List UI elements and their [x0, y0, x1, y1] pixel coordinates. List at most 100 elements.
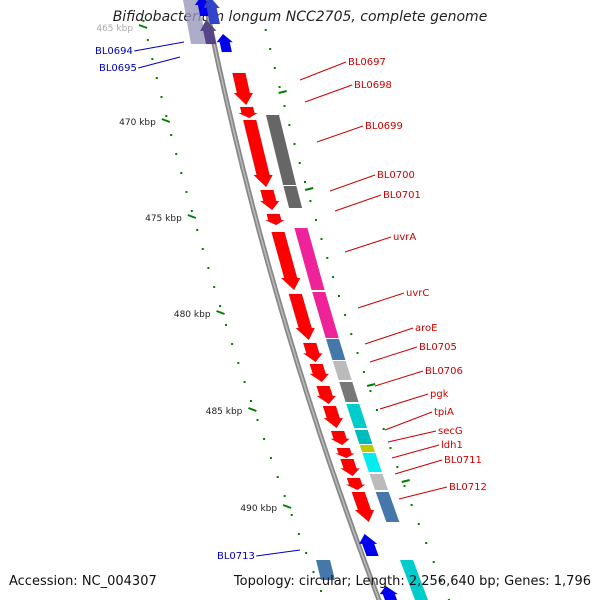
gene-labels: BL0694 BL0695 BL0697 BL0698 BL0699 BL0700 BL07… — [95, 41, 487, 562]
cog-bar — [326, 339, 346, 360]
forward-gene-arrow — [238, 106, 259, 119]
forward-gene-arrow — [322, 405, 344, 429]
guide-dot-right — [298, 162, 301, 164]
guide-dot-right — [410, 504, 413, 506]
cog-bar — [354, 430, 373, 444]
guide-dot-right — [288, 124, 291, 126]
guide-dot-left — [305, 552, 308, 554]
guide-dot-right — [356, 352, 359, 354]
guide-dot-left — [185, 191, 188, 193]
label-leader-line — [357, 292, 405, 309]
gene-label-aroe: aroE — [415, 323, 437, 334]
cog-bar — [375, 492, 400, 522]
ruler-tick-right — [304, 187, 314, 191]
forward-gene-arrow — [335, 447, 356, 459]
label-leader-line — [384, 411, 433, 431]
gene-label-uvrc: uvrC — [406, 288, 429, 299]
guide-dot-left — [320, 590, 322, 592]
guide-dot-left — [180, 172, 183, 174]
gene-label-bl0695: BL0695 — [99, 63, 137, 74]
guide-dot-right — [264, 29, 267, 31]
guide-dot-left — [196, 229, 199, 231]
gene-label-secg: secG — [438, 426, 463, 437]
guide-dot-right — [362, 371, 365, 373]
gene-label-bl0713: BL0713 — [217, 551, 255, 562]
guide-dot-right — [326, 257, 329, 259]
guide-dot-left — [213, 286, 216, 288]
guide-dot-left — [237, 362, 240, 364]
guide-dot-right — [278, 86, 281, 88]
label-leader-line — [379, 393, 429, 410]
guide-dot-left — [231, 343, 234, 345]
cog-bar — [339, 382, 359, 402]
forward-gene-arrow — [315, 385, 337, 405]
guide-dot-right — [309, 200, 312, 202]
label-leader-line — [138, 56, 181, 69]
guide-dot-left — [256, 419, 259, 421]
ruler-label: 470 kbp — [119, 118, 156, 128]
dotted-guide-lines — [142, 20, 450, 600]
guide-dot-right — [382, 428, 385, 430]
ruler-tick — [216, 310, 225, 315]
guide-dot-right — [403, 485, 406, 487]
gene-arrows — [194, 0, 399, 600]
guide-dot-left — [225, 324, 227, 326]
label-leader-line — [344, 236, 392, 253]
gene-label-bl0701: BL0701 — [383, 190, 421, 201]
guide-dot-left — [276, 476, 279, 478]
forward-gene-arrow — [288, 293, 316, 341]
gene-label-bl0700: BL0700 — [377, 170, 415, 181]
guide-dot-left — [207, 267, 210, 269]
guide-dot-left — [142, 20, 145, 22]
label-leader-line — [316, 125, 364, 143]
guide-dot-right — [396, 466, 399, 468]
label-leader-line — [304, 84, 353, 103]
guide-dot-right — [293, 143, 296, 145]
label-leader-line — [394, 459, 443, 475]
guide-dot-left — [165, 115, 168, 117]
reverse-gene-arrow — [199, 19, 217, 45]
forward-gene-arrow — [351, 491, 375, 523]
guide-dot-right — [283, 105, 286, 107]
ruler-tick-right — [401, 479, 410, 483]
forward-gene-arrow — [330, 430, 351, 446]
label-leader-line — [369, 346, 418, 363]
guide-dot-left — [243, 381, 246, 383]
guide-dot-right — [369, 390, 372, 392]
ruler-tick — [187, 214, 197, 219]
ruler-tick-right — [366, 383, 376, 387]
guide-dot-left — [151, 58, 154, 60]
cog-bar — [266, 115, 297, 185]
label-leader-line — [329, 174, 376, 192]
forward-gene-arrow — [302, 342, 323, 363]
reverse-gene-arrow — [216, 33, 234, 53]
genome-summary: Topology: circular; Length: 2,256,640 bp… — [233, 574, 591, 589]
guide-dot-left — [219, 305, 222, 307]
gene-label-bl0698: BL0698 — [354, 80, 392, 91]
guide-dot-right — [320, 238, 323, 240]
guide-dot-right — [273, 67, 276, 69]
guide-dot-left — [190, 210, 193, 212]
guide-dot-right — [376, 409, 378, 411]
forward-gene-arrow — [308, 363, 330, 383]
gene-label-bl0712: BL0712 — [449, 482, 487, 493]
gene-label-bl0705: BL0705 — [419, 342, 457, 353]
label-leader-line — [374, 370, 424, 387]
label-leader-line — [364, 327, 414, 345]
guide-dot-left — [283, 495, 286, 497]
ruler-label: 465 kbp — [96, 24, 133, 34]
cog-bar — [362, 453, 382, 472]
guide-dot-left — [263, 438, 266, 440]
ruler-tick-right — [278, 90, 287, 94]
cog-bar — [332, 361, 352, 380]
forward-gene-arrow — [242, 119, 274, 188]
forward-gene-arrow — [339, 458, 361, 477]
guide-dot-right — [432, 561, 435, 563]
reverse-gene-arrow — [358, 533, 379, 557]
guide-dot-left — [312, 571, 315, 573]
accession-label: Accession: NC_004307 — [9, 574, 157, 589]
guide-dot-left — [155, 77, 158, 79]
label-leader-line — [387, 430, 437, 443]
